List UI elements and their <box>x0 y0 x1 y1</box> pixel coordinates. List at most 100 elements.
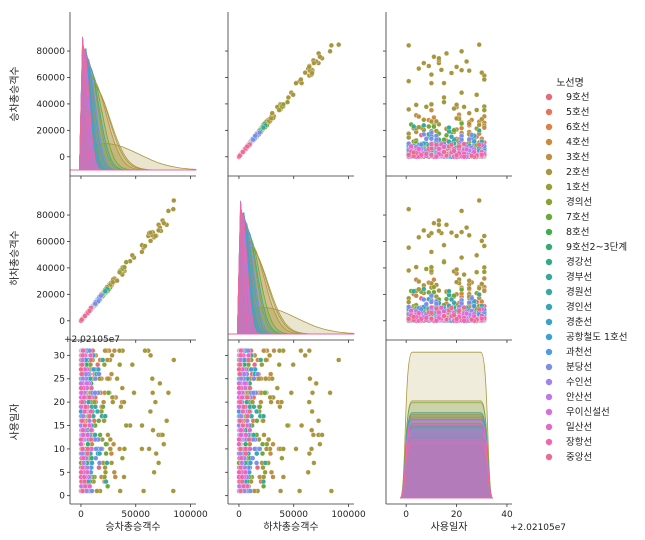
point-2-1-24-5 <box>237 418 243 424</box>
point-1-0-5-68 <box>152 233 158 239</box>
point-1-2-12-21 <box>446 288 452 294</box>
point-1-2-5-67 <box>448 230 455 236</box>
point-2-0-5-27 <box>109 394 115 400</box>
point-0-2-5-4 <box>476 122 482 128</box>
point-0-2-5-34 <box>479 116 485 122</box>
point-1-2-24-5 <box>443 317 450 323</box>
point-1-2-5-65 <box>406 299 412 305</box>
point-0-2-5-61 <box>466 121 472 127</box>
point-2-0-3-18 <box>111 441 117 447</box>
xtick-label-0-1: 50000 <box>121 510 150 520</box>
point-1-2-5-34 <box>479 281 485 287</box>
point-1-0-18-20 <box>92 301 98 307</box>
point-0-1-6-11 <box>280 101 286 107</box>
point-0-2-17-17 <box>418 142 424 148</box>
point-2-1-5-35 <box>309 427 315 433</box>
point-2-1-6-18 <box>262 469 268 475</box>
point-0-2-3-18 <box>431 114 437 121</box>
point-1-2-5-8 <box>436 222 442 228</box>
point-2-1-6-7 <box>284 422 291 429</box>
panel-2-0 <box>78 348 177 494</box>
point-2-1-23-17 <box>240 408 246 415</box>
legend-label-17: 과천선 <box>566 347 592 358</box>
point-2-1-5-79 <box>278 399 285 405</box>
point-1-2-18-13 <box>428 299 434 305</box>
point-1-0-5-77 <box>161 220 167 226</box>
point-1-0-5-49 <box>170 206 176 212</box>
point-2-1-13-8 <box>251 404 257 410</box>
point-2-1-5-46 <box>327 390 333 396</box>
xlabel-1: 하차총승객수 <box>263 520 318 533</box>
point-1-2-5-79 <box>454 266 460 273</box>
point-1-2-23-16 <box>423 315 429 321</box>
point-2-0-5-33 <box>101 418 107 424</box>
point-0-2-22-5 <box>408 143 414 149</box>
point-1-0-24-19 <box>79 317 85 323</box>
point-0-2-12-4 <box>476 127 482 134</box>
point-2-1-23-21 <box>237 465 244 471</box>
xtick-label-1-1: 50000 <box>279 510 308 520</box>
point-0-2-5-29 <box>406 106 412 112</box>
point-0-2-23-14 <box>433 154 439 160</box>
legend-marker-11 <box>545 258 553 266</box>
point-1-2-18-17 <box>406 304 412 310</box>
xtick-label-1-2: 100000 <box>331 510 366 520</box>
point-2-1-20-8 <box>239 460 245 466</box>
point-0-1-18-20 <box>250 137 256 143</box>
legend-marker-19 <box>545 378 553 386</box>
point-0-2-6-18 <box>416 124 422 130</box>
point-1-2-22-5 <box>408 308 414 314</box>
point-2-1-5-37 <box>280 474 286 480</box>
point-2-0-5-3 <box>105 432 111 438</box>
point-0-2-5-14 <box>443 50 450 56</box>
point-0-2-23-16 <box>423 151 429 157</box>
point-0-2-18-6 <box>469 132 475 138</box>
panel-0-1 <box>236 42 342 160</box>
point-0-2-23-13 <box>479 152 485 158</box>
point-1-2-24-21 <box>441 313 447 319</box>
point-0-2-24-19 <box>469 153 475 159</box>
point-1-2-24-19 <box>469 317 475 323</box>
point-2-1-5-68 <box>306 399 312 405</box>
point-0-2-12-9 <box>411 123 417 130</box>
point-2-1-5-50 <box>307 376 313 382</box>
point-2-1-24-8 <box>237 488 244 494</box>
point-1-2-5-47 <box>428 249 434 255</box>
point-2-0-6-5 <box>116 348 123 354</box>
point-2-0-8-4 <box>97 432 103 438</box>
point-2-0-20-8 <box>81 460 87 466</box>
point-2-0-24-7 <box>83 404 89 410</box>
point-2-0-24-2 <box>84 451 91 457</box>
point-2-0-24-13 <box>88 385 95 391</box>
point-2-1-5-15 <box>288 390 294 396</box>
point-2-0-4-9 <box>111 348 117 354</box>
point-2-1-22-7 <box>242 469 248 475</box>
legend-label-8: 7호선 <box>566 212 590 223</box>
point-1-2-16-18 <box>471 303 477 309</box>
point-0-2-12-21 <box>446 125 452 131</box>
point-2-0-5-36 <box>171 357 177 363</box>
point-2-1-5-49 <box>328 488 334 494</box>
point-0-2-5-17 <box>459 67 465 73</box>
point-2-1-5-45 <box>299 422 305 429</box>
point-0-2-6-5 <box>481 107 487 113</box>
point-2-0-0-6 <box>95 362 101 368</box>
point-0-2-5-10 <box>451 106 457 112</box>
point-2-1-5-71 <box>319 432 325 438</box>
point-0-2-8-6 <box>443 132 450 138</box>
point-0-2-5-55 <box>466 110 472 116</box>
point-2-1-16-5 <box>247 460 254 466</box>
point-0-2-5-36 <box>476 42 482 48</box>
point-0-1-5-23 <box>302 70 308 76</box>
legend-label-13: 경원선 <box>566 286 592 298</box>
point-1-2-6-11 <box>428 264 434 270</box>
point-2-1-23-4 <box>238 348 244 354</box>
xtick-label-1-0: 0 <box>236 510 242 520</box>
point-0-2-5-50 <box>466 68 472 74</box>
point-2-1-0-2 <box>254 465 261 471</box>
point-0-2-5-38 <box>428 118 434 125</box>
ytick-label-2-5: 25 <box>54 375 65 385</box>
point-1-2-12-9 <box>411 288 417 294</box>
point-0-2-4-21 <box>416 114 422 120</box>
